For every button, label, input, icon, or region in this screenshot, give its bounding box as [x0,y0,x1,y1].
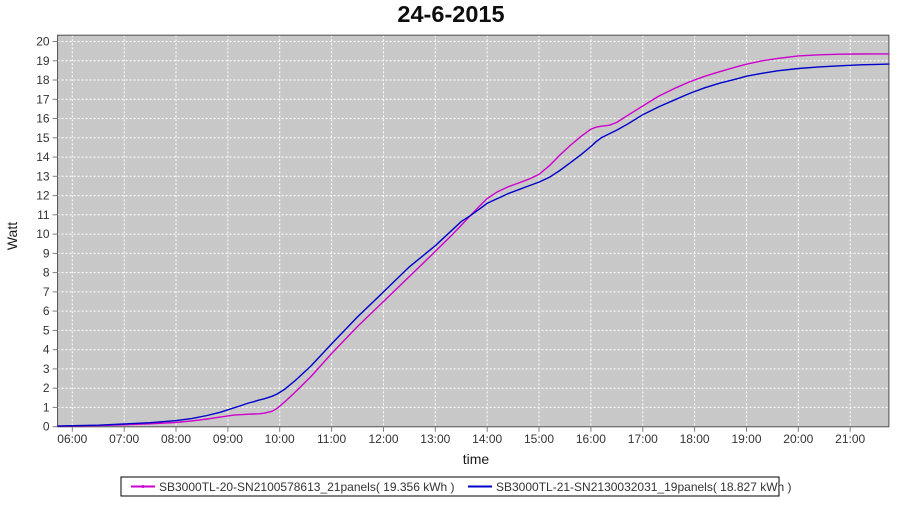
svg-text:15: 15 [36,131,50,145]
svg-text:08:00: 08:00 [161,432,191,446]
svg-text:17:00: 17:00 [628,432,658,446]
svg-text:14: 14 [36,150,50,164]
svg-text:11: 11 [37,208,50,222]
svg-text:5: 5 [43,323,50,337]
svg-text:14:00: 14:00 [472,432,502,446]
svg-text:16: 16 [36,112,50,126]
svg-text:06:00: 06:00 [57,432,87,446]
svg-text:SB3000TL-20-SN2100578613_21pan: SB3000TL-20-SN2100578613_21panels( 19.35… [159,480,455,494]
svg-text:13: 13 [36,169,50,183]
svg-text:12:00: 12:00 [368,432,398,446]
svg-text:12: 12 [36,189,50,203]
svg-text:1: 1 [43,400,50,414]
svg-text:7: 7 [43,285,50,299]
svg-text:16:00: 16:00 [576,432,606,446]
svg-text:11:00: 11:00 [317,432,346,446]
svg-text:0: 0 [43,420,50,434]
svg-text:10: 10 [36,227,50,241]
svg-text:10:00: 10:00 [265,432,295,446]
svg-text:15:00: 15:00 [524,432,554,446]
svg-text:9: 9 [43,246,50,260]
svg-text:20:00: 20:00 [783,432,813,446]
svg-text:8: 8 [43,266,50,280]
svg-text:09:00: 09:00 [213,432,243,446]
svg-text:24-6-2015: 24-6-2015 [397,1,504,27]
svg-text:Watt: Watt [4,222,20,250]
svg-text:13:00: 13:00 [420,432,450,446]
svg-text:4: 4 [43,343,50,357]
svg-text:SB3000TL-21-SN2130032031_19pan: SB3000TL-21-SN2130032031_19panels( 18.82… [496,480,792,494]
svg-text:17: 17 [36,92,50,106]
svg-text:19:00: 19:00 [731,432,761,446]
svg-text:18: 18 [36,73,50,87]
svg-text:21:00: 21:00 [835,432,865,446]
svg-text:3: 3 [43,362,50,376]
svg-text:time: time [463,451,490,467]
svg-text:19: 19 [36,54,50,68]
svg-text:20: 20 [36,35,50,49]
svg-text:2: 2 [43,381,50,395]
svg-text:18:00: 18:00 [680,432,710,446]
svg-text:07:00: 07:00 [109,432,139,446]
svg-text:6: 6 [43,304,50,318]
